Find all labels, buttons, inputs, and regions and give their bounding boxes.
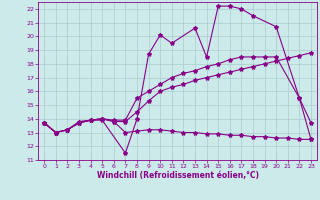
X-axis label: Windchill (Refroidissement éolien,°C): Windchill (Refroidissement éolien,°C) [97,171,259,180]
